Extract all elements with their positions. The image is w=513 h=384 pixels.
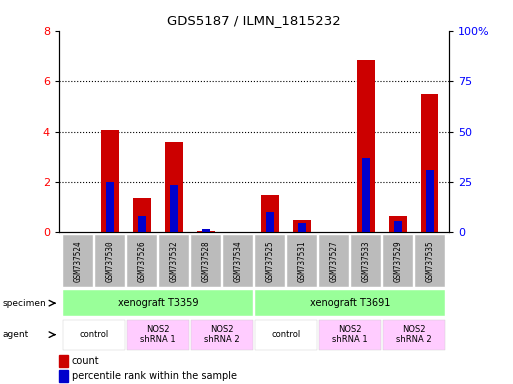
Text: GSM737526: GSM737526 [137,240,147,282]
Text: GSM737530: GSM737530 [106,240,114,282]
Text: NOS2
shRNA 2: NOS2 shRNA 2 [204,325,240,344]
Bar [389,216,406,232]
FancyBboxPatch shape [287,235,317,287]
FancyBboxPatch shape [255,235,285,287]
Text: GSM737527: GSM737527 [329,240,339,282]
Bar [138,216,146,232]
Bar [421,94,439,232]
FancyBboxPatch shape [127,235,157,287]
FancyBboxPatch shape [63,235,93,287]
Bar [197,231,215,232]
Bar [170,185,178,232]
Bar [59,355,68,367]
Text: count: count [72,356,100,366]
Text: GSM737524: GSM737524 [74,240,83,282]
FancyBboxPatch shape [351,235,381,287]
Bar [261,195,279,232]
Text: GSM737534: GSM737534 [233,240,243,282]
FancyBboxPatch shape [95,235,125,287]
FancyBboxPatch shape [383,319,445,350]
Text: GSM737528: GSM737528 [202,240,210,282]
FancyBboxPatch shape [63,319,125,350]
Bar [165,142,183,232]
Bar [426,170,433,232]
Bar [266,212,274,232]
Text: control: control [80,330,109,339]
Bar [362,158,370,232]
Text: xenograft T3691: xenograft T3691 [310,298,390,308]
Text: agent: agent [3,330,29,339]
Bar [202,229,210,232]
FancyBboxPatch shape [223,235,253,287]
FancyBboxPatch shape [63,290,253,316]
Bar [59,371,68,382]
FancyBboxPatch shape [191,319,253,350]
Bar [106,182,114,232]
Bar [394,221,402,232]
Text: control: control [271,330,301,339]
Text: percentile rank within the sample: percentile rank within the sample [72,371,237,381]
FancyBboxPatch shape [255,319,317,350]
FancyBboxPatch shape [127,319,189,350]
Text: xenograft T3359: xenograft T3359 [118,298,199,308]
FancyBboxPatch shape [159,235,189,287]
Text: GSM737532: GSM737532 [169,240,179,282]
Text: GSM737535: GSM737535 [425,240,434,282]
Text: NOS2
shRNA 2: NOS2 shRNA 2 [396,325,431,344]
Text: specimen: specimen [3,299,46,308]
FancyBboxPatch shape [191,235,221,287]
Text: NOS2
shRNA 1: NOS2 shRNA 1 [140,325,176,344]
Bar [102,130,119,232]
Text: GSM737531: GSM737531 [298,240,306,282]
FancyBboxPatch shape [319,235,349,287]
FancyBboxPatch shape [319,319,381,350]
FancyBboxPatch shape [255,290,445,316]
Bar [357,60,374,232]
Text: GSM737525: GSM737525 [265,240,274,282]
Title: GDS5187 / ILMN_1815232: GDS5187 / ILMN_1815232 [167,14,341,27]
FancyBboxPatch shape [415,235,445,287]
Bar [293,220,311,232]
Text: NOS2
shRNA 1: NOS2 shRNA 1 [332,325,368,344]
FancyBboxPatch shape [383,235,413,287]
Bar [133,198,151,232]
Bar [298,223,306,232]
Text: GSM737529: GSM737529 [393,240,402,282]
Text: GSM737533: GSM737533 [361,240,370,282]
